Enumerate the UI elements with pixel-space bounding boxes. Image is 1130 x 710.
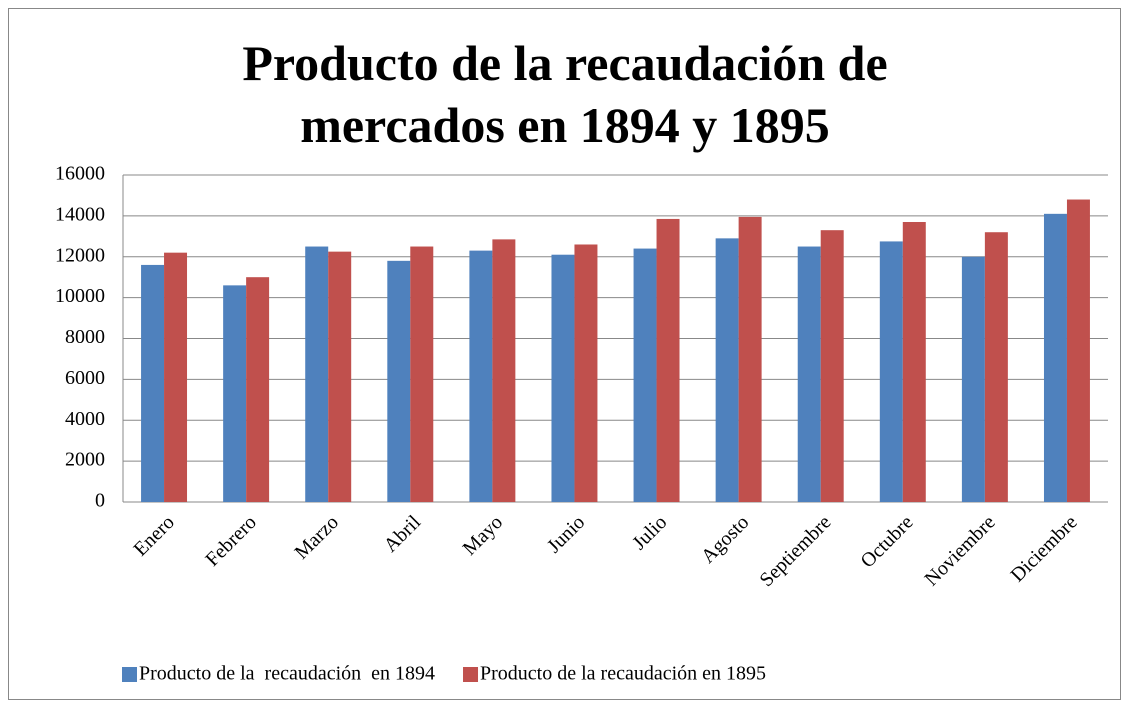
- bar: [141, 264, 165, 502]
- x-tick-label: Enero: [129, 511, 178, 560]
- legend-swatch: [463, 667, 479, 682]
- bar: [223, 285, 247, 502]
- bar: [410, 246, 434, 502]
- y-tick-label: 8000: [65, 326, 105, 348]
- legend-label: Producto de la recaudación en 1895: [480, 663, 766, 685]
- bar: [961, 256, 985, 502]
- bar: [551, 254, 575, 502]
- x-tick-label: Octubre: [856, 511, 917, 572]
- bar: [633, 248, 657, 502]
- bar: [164, 252, 188, 502]
- bar: [387, 260, 411, 502]
- y-tick-label: 12000: [55, 244, 105, 266]
- bar: [574, 244, 598, 503]
- bar: [820, 230, 844, 502]
- y-tick-label: 16000: [55, 163, 105, 185]
- x-tick-label: Septiembre: [756, 511, 836, 591]
- bar: [469, 250, 493, 502]
- bar: [715, 238, 739, 502]
- x-tick-label: Mayo: [459, 511, 508, 560]
- x-tick-label: Febrero: [201, 511, 261, 571]
- x-tick-label: Abril: [380, 511, 426, 557]
- x-tick-label: Agosto: [697, 511, 753, 567]
- bar: [328, 251, 352, 502]
- y-tick-label: 2000: [65, 449, 105, 471]
- bar: [1066, 199, 1090, 502]
- chart-title: Producto de la recaudación de mercados e…: [242, 35, 888, 153]
- x-tick-label: Noviembre: [920, 511, 999, 590]
- y-tick-label: 10000: [55, 285, 105, 307]
- bar: [305, 246, 329, 502]
- y-tick-label: 0: [95, 490, 105, 512]
- bar: [1043, 213, 1067, 503]
- bar: [738, 216, 762, 502]
- y-tick-label: 6000: [65, 367, 105, 389]
- chart-frame: [8, 8, 1121, 700]
- x-tick-label: Julio: [628, 511, 671, 554]
- x-tick-label: Marzo: [291, 511, 343, 563]
- bar: [879, 241, 903, 502]
- legend-swatch: [122, 667, 137, 682]
- bar: [246, 277, 270, 502]
- bar: [656, 218, 680, 503]
- y-tick-label: 14000: [55, 203, 105, 225]
- legend-label: Producto de la recaudación en 1894: [139, 663, 435, 685]
- x-tick-label: Junio: [543, 511, 589, 557]
- y-tick-label: 4000: [65, 408, 105, 430]
- bar: [984, 232, 1008, 502]
- bar: [902, 222, 926, 502]
- x-tick-label: Diciembre: [1007, 511, 1082, 586]
- bar: [797, 246, 821, 502]
- bar: [492, 239, 516, 503]
